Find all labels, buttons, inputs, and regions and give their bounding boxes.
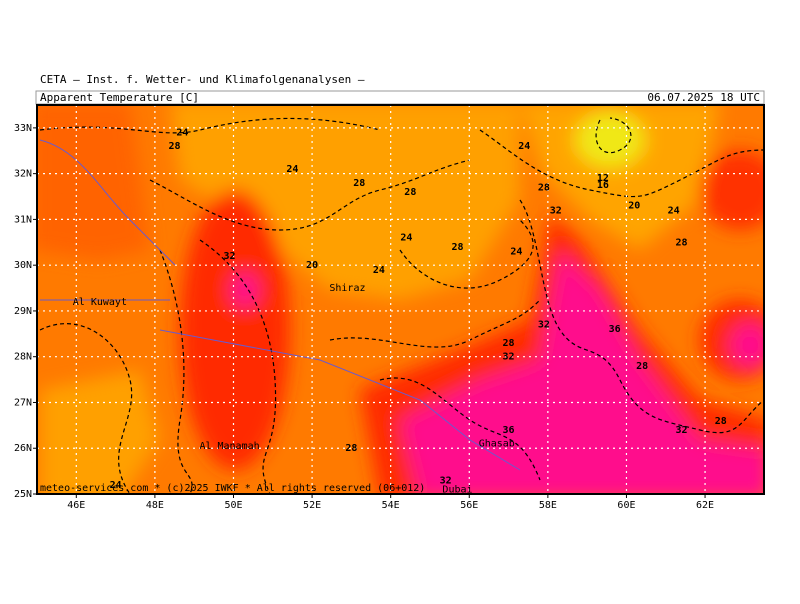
lon-label: 48E: [146, 500, 164, 511]
contour-label: 28: [451, 242, 463, 253]
contour-label: 28: [636, 361, 648, 372]
lon-label: 54E: [382, 500, 400, 511]
place-name: Shiraz: [329, 283, 365, 294]
contour-label: 24: [668, 205, 680, 216]
contour-label: 28: [345, 443, 357, 454]
contour-label: 32: [503, 352, 515, 363]
contour-label: 28: [503, 338, 515, 349]
place-name: Al Kuwayt: [73, 297, 127, 308]
institute: CETA – Inst. f. Wetter- und Klimafolgena…: [40, 73, 365, 86]
place-name: Al Manamah: [199, 441, 259, 452]
contour-label: 24: [176, 127, 188, 138]
contour-label: 32: [675, 425, 687, 436]
map-title: Apparent Temperature [C]: [40, 91, 199, 104]
labels: Al Kuwayt Shiraz Al Manamah Ghasab Dubai 24 28…: [73, 127, 727, 495]
lon-label: 56E: [460, 500, 478, 511]
contour-label: 36: [503, 425, 515, 436]
contour-label: 24: [286, 164, 298, 175]
contour-label: 28: [169, 141, 181, 152]
contour-label: 24: [518, 141, 530, 152]
lat-label: 27N: [14, 397, 32, 408]
contour-label: 28: [715, 416, 727, 427]
place-name: Ghasab: [479, 439, 515, 450]
rivers-borders: [39, 139, 521, 471]
contour-label: 32: [440, 475, 452, 486]
contour-label: 32: [224, 251, 236, 262]
lon-label: 52E: [303, 500, 321, 511]
place-name: Dubai: [442, 484, 472, 495]
lon-label: 58E: [539, 500, 557, 511]
contour-label: 36: [609, 324, 621, 335]
contour-label: 24: [373, 265, 385, 276]
lat-label: 31N: [14, 214, 32, 225]
contour-label: 28: [538, 182, 550, 193]
contour-label: 12: [597, 173, 609, 184]
contour-label: 20: [628, 201, 640, 212]
contour-label: 32: [538, 320, 550, 331]
map-frame: [36, 104, 765, 495]
field: [37, 105, 764, 494]
contour-label: 28: [675, 237, 687, 248]
contour-label: 28: [353, 178, 365, 189]
lon-label: 50E: [224, 500, 242, 511]
lon-label: 62E: [696, 500, 714, 511]
valid-time: 06.07.2025 18 UTC: [647, 91, 760, 104]
lat-label: 26N: [14, 443, 32, 454]
lat-label: 32N: [14, 169, 32, 180]
contour-label: 16: [597, 180, 609, 191]
contour-label: 20: [306, 260, 318, 271]
lat-label: 33N: [14, 123, 32, 134]
lon-label: 46E: [67, 500, 85, 511]
isolines: [39, 117, 764, 494]
graticule: 46E 48E 50E 52E 54E 56E 58E 60E 62E 25N 26N 27N 28N 2…: [14, 105, 764, 511]
footer: meteo-services.com * (c)2025 IWKF * All …: [40, 483, 425, 494]
lat-label: 25N: [14, 489, 32, 500]
lat-label: 30N: [14, 260, 32, 271]
contour-label: 32: [550, 205, 562, 216]
contour-label: 28: [404, 187, 416, 198]
lon-label: 60E: [617, 500, 635, 511]
lat-label: 29N: [14, 306, 32, 317]
contour-label: 24: [400, 233, 412, 244]
lat-label: 28N: [14, 352, 32, 363]
contour-label: 24: [110, 480, 122, 491]
contour-label: 24: [510, 246, 522, 257]
